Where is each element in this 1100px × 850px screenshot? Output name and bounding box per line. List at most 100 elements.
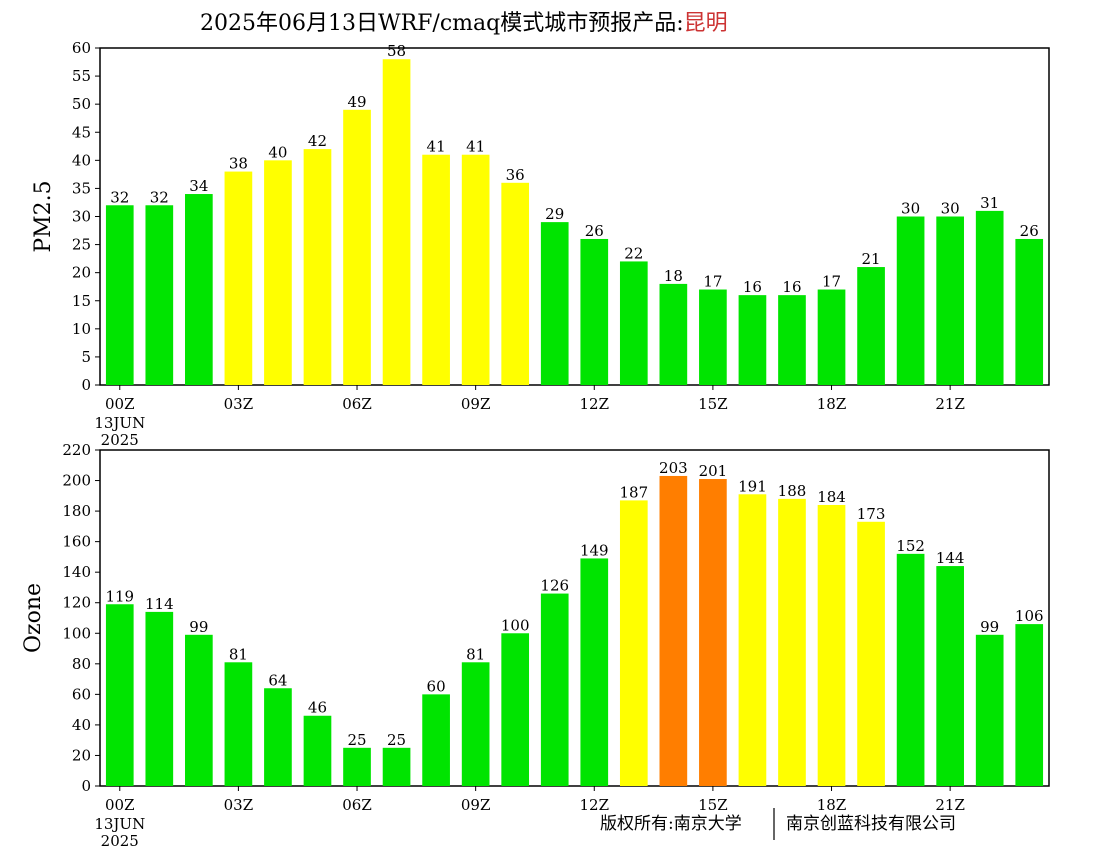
ozone-x-tick-label: 18Z bbox=[817, 796, 847, 814]
ozone-bar bbox=[540, 593, 569, 786]
pm25-x-tick-label: 12Z bbox=[580, 395, 610, 413]
pm25-x-tick-label: 15Z bbox=[698, 395, 728, 413]
pm25-bar bbox=[580, 238, 609, 385]
ozone-y-tick-label: 80 bbox=[72, 655, 91, 673]
pm25-bar bbox=[264, 160, 292, 385]
ozone-value-label: 46 bbox=[308, 699, 327, 717]
pm25-bar bbox=[461, 154, 490, 385]
ozone-value-label: 25 bbox=[347, 731, 366, 749]
ozone-bar bbox=[975, 634, 1004, 786]
ozone-value-label: 64 bbox=[268, 671, 287, 689]
pm25-bar bbox=[659, 283, 688, 385]
ozone-bar bbox=[896, 553, 925, 786]
ozone-value-label: 99 bbox=[189, 618, 208, 636]
pm25-value-label: 26 bbox=[1020, 222, 1039, 240]
pm25-bar bbox=[224, 171, 253, 385]
pm25-value-label: 58 bbox=[387, 42, 406, 60]
pm25-bar bbox=[857, 267, 885, 385]
ozone-value-label: 119 bbox=[105, 587, 134, 605]
ozone-bar bbox=[619, 500, 648, 786]
pm25-y-tick-label: 0 bbox=[81, 376, 91, 394]
pm25-bar bbox=[619, 261, 648, 385]
ozone-y-tick-label: 60 bbox=[72, 685, 91, 703]
ozone-y-tick-label: 0 bbox=[81, 777, 91, 795]
pm25-value-label: 30 bbox=[901, 200, 920, 218]
title-city: 昆明 bbox=[684, 11, 728, 36]
pm25-x-tick-label: 03Z bbox=[224, 395, 254, 413]
ozone-value-label: 100 bbox=[501, 616, 530, 634]
ozone-y-tick-label: 180 bbox=[62, 502, 91, 520]
pm25-x-tick-label: 06Z bbox=[342, 395, 372, 413]
ozone-x-tick-label: 12Z bbox=[580, 796, 610, 814]
pm25-value-label: 26 bbox=[585, 222, 604, 240]
copyright-notice: 版权所有:南京大学 南京创蓝科技有限公司 bbox=[600, 808, 956, 840]
pm25-value-label: 29 bbox=[545, 205, 564, 223]
ozone-date-label: 13JUN bbox=[94, 815, 145, 833]
pm25-value-label: 30 bbox=[941, 200, 960, 218]
pm25-value-label: 17 bbox=[703, 273, 722, 291]
ozone-bar bbox=[817, 504, 846, 786]
copyright-owner-university: 版权所有:南京大学 bbox=[600, 814, 742, 834]
pm25-y-tick-label: 45 bbox=[72, 123, 91, 141]
pm25-y-tick-label: 60 bbox=[72, 39, 91, 57]
ozone-y-axis-label: Ozone bbox=[21, 583, 46, 653]
ozone-bar bbox=[422, 694, 450, 786]
pm25-bar bbox=[422, 154, 450, 385]
pm25-value-label: 17 bbox=[822, 273, 841, 291]
pm25-bar bbox=[382, 59, 411, 385]
pm25-date-label: 13JUN bbox=[94, 414, 145, 432]
ozone-bar bbox=[699, 479, 727, 786]
page-title: 2025年06月13日WRF/cmaq模式城市预报产品:昆明 bbox=[200, 11, 728, 36]
pm25-date-label: 2025 bbox=[101, 431, 139, 449]
ozone-value-label: 191 bbox=[738, 477, 767, 495]
ozone-bar bbox=[659, 475, 688, 786]
ozone-bar bbox=[857, 521, 885, 786]
pm25-bar bbox=[778, 295, 806, 385]
ozone-value-label: 81 bbox=[466, 645, 485, 663]
pm25-value-label: 16 bbox=[743, 278, 762, 296]
ozone-bar bbox=[738, 494, 767, 786]
ozone-date-label: 2025 bbox=[101, 832, 139, 850]
pm25-value-label: 40 bbox=[268, 143, 287, 161]
pm25-bar bbox=[185, 194, 213, 385]
ozone-bar bbox=[145, 611, 174, 786]
ozone-value-label: 126 bbox=[540, 577, 569, 595]
ozone-y-tick-label: 40 bbox=[72, 716, 91, 734]
pm25-value-label: 38 bbox=[229, 155, 248, 173]
ozone-value-label: 203 bbox=[659, 459, 688, 477]
ozone-value-label: 173 bbox=[857, 505, 886, 523]
ozone-value-label: 144 bbox=[936, 549, 965, 567]
ozone-y-tick-label: 220 bbox=[62, 441, 91, 459]
pm25-x-tick-label: 18Z bbox=[817, 395, 847, 413]
ozone-bar bbox=[303, 715, 332, 786]
pm25-y-tick-label: 5 bbox=[81, 348, 91, 366]
pm25-bar bbox=[975, 210, 1004, 385]
ozone-bar-chart: 0 20 40 60 80 100 120 140 160 180 200 220 Ozone 119 11… bbox=[21, 441, 1050, 850]
ozone-bar bbox=[264, 688, 292, 786]
ozone-y-tick-label: 100 bbox=[62, 624, 91, 642]
ozone-bar bbox=[1015, 624, 1044, 786]
pm25-bar bbox=[501, 182, 530, 385]
ozone-y-tick-label: 140 bbox=[62, 563, 91, 581]
pm25-value-label: 41 bbox=[466, 138, 485, 156]
ozone-value-label: 114 bbox=[145, 595, 174, 613]
ozone-x-tick-label: 09Z bbox=[461, 796, 491, 814]
ozone-bar bbox=[936, 566, 964, 786]
pm25-value-label: 21 bbox=[862, 250, 881, 268]
ozone-value-label: 106 bbox=[1015, 607, 1044, 625]
pm25-value-label: 31 bbox=[980, 194, 999, 212]
ozone-value-label: 184 bbox=[817, 488, 846, 506]
pm25-value-label: 32 bbox=[150, 188, 169, 206]
ozone-x-tick-label: 06Z bbox=[342, 796, 372, 814]
pm25-value-label: 16 bbox=[782, 278, 801, 296]
pm25-bar bbox=[817, 289, 846, 385]
pm25-y-tick-label: 50 bbox=[72, 95, 91, 113]
pm25-bar bbox=[105, 205, 134, 385]
ozone-bar bbox=[580, 558, 609, 786]
ozone-x-tick-label: 15Z bbox=[698, 796, 728, 814]
ozone-x-tick-label: 03Z bbox=[224, 796, 254, 814]
pm25-bar bbox=[738, 295, 767, 385]
pm25-y-tick-label: 30 bbox=[72, 208, 91, 226]
pm25-y-tick-label: 25 bbox=[72, 236, 91, 254]
